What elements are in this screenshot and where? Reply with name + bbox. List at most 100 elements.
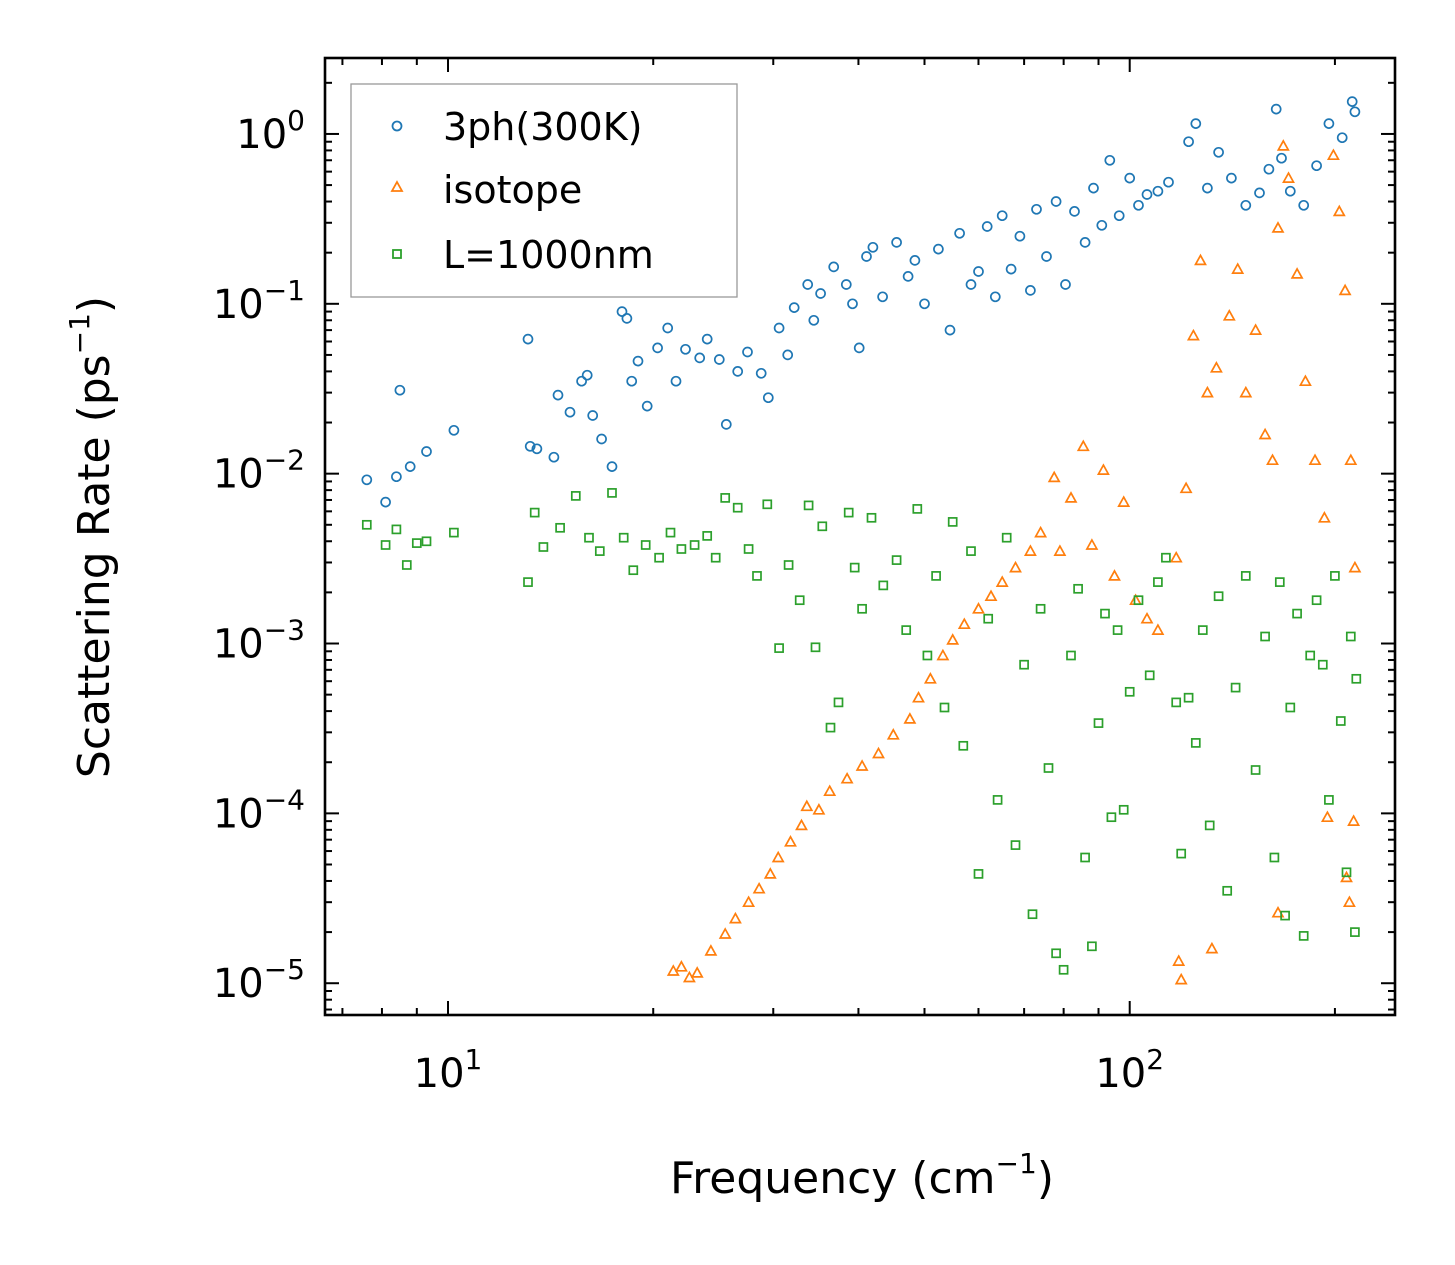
series-1-point-5 — [718, 927, 732, 939]
series-0-point-48 — [891, 237, 902, 248]
series-1-point-49 — [1222, 309, 1236, 321]
series-0-point-92 — [1336, 132, 1348, 144]
series-0-point-23 — [652, 342, 663, 354]
series-0-point-61 — [1014, 230, 1026, 242]
series-2-point-75 — [1161, 552, 1171, 563]
series-2-point-26 — [743, 544, 754, 554]
series-2-point-81 — [1204, 820, 1215, 831]
series-2-point-91 — [1285, 702, 1296, 713]
series-0-point-35 — [773, 322, 785, 334]
series-0-point-26 — [680, 343, 691, 355]
series-2-point-92 — [1292, 608, 1302, 619]
series-0-point-36 — [782, 349, 794, 361]
series-0-point-73 — [1124, 172, 1136, 184]
series-0-point-12 — [564, 406, 576, 418]
series-1-point-6 — [728, 911, 742, 924]
series-0-point-71 — [1104, 154, 1116, 166]
series-2-point-71 — [1124, 686, 1135, 697]
series-2-point-74 — [1153, 577, 1163, 587]
series-2-point-51 — [973, 869, 984, 879]
series-1-point-24 — [946, 633, 960, 645]
series-2-point-50 — [966, 546, 976, 556]
series-2-point-88 — [1269, 852, 1280, 863]
series-2-point-8 — [529, 507, 540, 518]
series-0-point-90 — [1311, 160, 1322, 172]
series-1-point-67 — [1172, 954, 1186, 966]
series-2-point-56 — [1019, 659, 1029, 670]
series-2-point-101 — [1345, 631, 1356, 642]
series-0-point-60 — [1005, 263, 1017, 275]
series-1-point-20 — [903, 712, 917, 724]
series-0-point-51 — [919, 298, 930, 310]
series-0-point-16 — [596, 433, 607, 445]
series-1-point-7 — [742, 895, 756, 908]
series-1-point-60 — [1308, 453, 1322, 466]
series-2-point-5 — [421, 536, 432, 547]
series-0-point-59 — [996, 210, 1008, 222]
series-0-point-46 — [867, 241, 879, 253]
series-0-point-52 — [933, 243, 944, 255]
series-0-point-15 — [587, 410, 599, 421]
series-0-point-39 — [808, 314, 820, 326]
legend: 3ph(300K) isotope L=1000nm — [350, 83, 738, 298]
series-2-point-2 — [391, 524, 402, 535]
series-1-point-59 — [1298, 374, 1312, 387]
series-2-point-7 — [523, 577, 533, 587]
y-tick-label-2: 10−2 — [213, 444, 305, 498]
series-2-point-57 — [1027, 909, 1038, 920]
series-2-point-38 — [849, 562, 860, 573]
series-2-point-11 — [570, 491, 581, 501]
y-axis-label: Scattering Rate (ps−1) — [63, 296, 120, 778]
series-0-point-34 — [762, 392, 774, 404]
series-0-point-9 — [531, 443, 543, 455]
series-0-point-87 — [1276, 152, 1287, 164]
series-0-point-2 — [391, 471, 402, 483]
series-0-point-53 — [944, 324, 956, 336]
series-1-point-65 — [1344, 453, 1358, 466]
series-2-point-84 — [1230, 682, 1241, 693]
series-2-point-14 — [607, 488, 617, 498]
ticks-layer: 101 102 100 10−1 10−2 10−3 10−4 10−5 — [213, 58, 1395, 1097]
series-2-point-95 — [1311, 595, 1322, 606]
series-2 — [361, 488, 1362, 975]
series-2-point-85 — [1240, 571, 1251, 581]
series-1-point-12 — [795, 818, 808, 831]
series-0-point-7 — [522, 333, 534, 345]
series-2-point-99 — [1335, 716, 1346, 726]
series-2-point-35 — [825, 722, 836, 733]
series-1-point-27 — [984, 589, 998, 602]
series-2-point-22 — [702, 531, 713, 541]
series-2-point-69 — [1112, 625, 1123, 635]
series-2-point-90 — [1280, 910, 1290, 921]
series-0-point-56 — [973, 266, 984, 277]
series-2-point-0 — [361, 519, 372, 530]
series-0-point-84 — [1254, 187, 1265, 199]
series-0-point-40 — [815, 288, 826, 299]
series-2-point-25 — [732, 502, 743, 513]
series-2-point-67 — [1100, 608, 1110, 619]
series-1-point-21 — [912, 690, 925, 703]
legend-marker-isotope — [390, 180, 404, 192]
series-2-point-15 — [618, 532, 629, 543]
series-1-point-15 — [823, 784, 837, 797]
series-2-point-82 — [1213, 591, 1224, 602]
series-1-point-61 — [1317, 511, 1331, 523]
series-0-point-22 — [641, 400, 653, 412]
series-2-point-29 — [774, 643, 784, 653]
series-2-point-98 — [1330, 571, 1340, 581]
series-1-point-29 — [1009, 560, 1022, 573]
series-0-point-81 — [1213, 146, 1224, 158]
series-0-point-67 — [1069, 206, 1080, 217]
series-2-point-86 — [1250, 765, 1261, 775]
series-1-point-58 — [1290, 267, 1304, 279]
series-0-point-18 — [616, 306, 628, 317]
series-0-point-28 — [701, 333, 713, 345]
series-2-point-20 — [676, 544, 687, 554]
series-0-point-50 — [909, 255, 921, 266]
series-0-point-3 — [394, 384, 406, 396]
series-2-point-94 — [1305, 650, 1316, 661]
series-2-point-37 — [843, 507, 854, 518]
series-2-point-60 — [1051, 948, 1061, 959]
legend-label-isotope: isotope — [443, 168, 582, 212]
